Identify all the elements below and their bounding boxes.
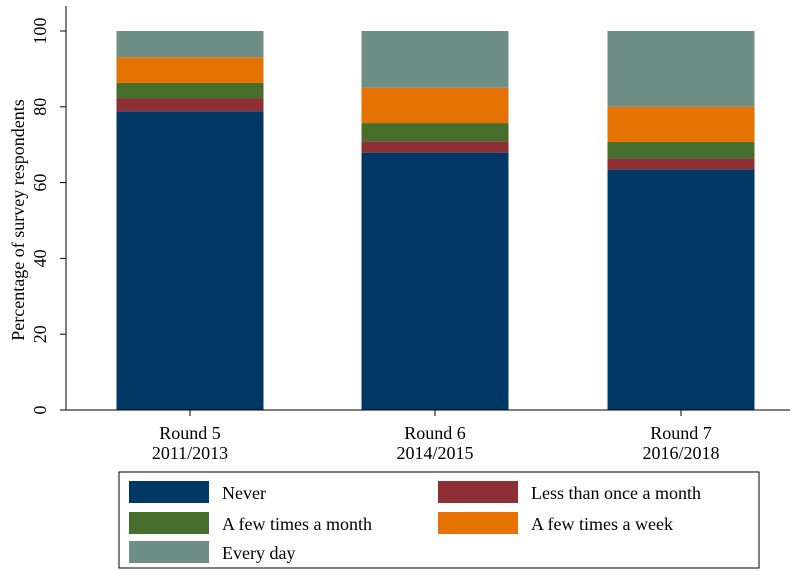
- y-tick-label: 60: [30, 174, 50, 192]
- bar-segment: [361, 152, 509, 410]
- bar-segment: [361, 123, 509, 142]
- legend-swatch: [129, 512, 209, 534]
- bar-segment: [116, 57, 264, 83]
- y-tick-label: 20: [30, 325, 50, 343]
- bar-segment: [116, 82, 264, 99]
- y-tick-label: 100: [30, 18, 50, 45]
- y-tick-label: 40: [30, 249, 50, 267]
- bar-segment: [116, 111, 264, 411]
- legend-swatch: [129, 481, 209, 503]
- x-tick-sublabel: 2011/2013: [152, 443, 228, 463]
- legend-label: Every day: [222, 543, 295, 563]
- bar-segment: [361, 87, 509, 124]
- legend-swatch: [438, 481, 518, 503]
- x-tick-label: Round 6: [404, 423, 466, 443]
- y-tick-label: 0: [30, 406, 50, 415]
- legend-label: A few times a month: [222, 514, 372, 534]
- bar-segment: [116, 31, 264, 58]
- bar-segment: [607, 106, 755, 143]
- bar-segment: [361, 141, 509, 153]
- x-tick-sublabel: 2014/2015: [396, 443, 473, 463]
- bar-segment: [607, 158, 755, 170]
- x-tick-label: Round 7: [650, 423, 712, 443]
- bar-segment: [361, 31, 509, 88]
- legend-label: Never: [222, 483, 266, 503]
- y-tick-label: 80: [30, 98, 50, 116]
- legend-label: Less than once a month: [531, 483, 701, 503]
- bar-segment: [116, 98, 264, 112]
- y-axis-label: Percentage of survey respondents: [8, 99, 28, 340]
- bar-segment: [607, 169, 755, 410]
- x-tick-sublabel: 2016/2018: [642, 443, 719, 463]
- bar-segment: [607, 31, 755, 107]
- legend-swatch: [438, 512, 518, 534]
- legend-label: A few times a week: [531, 514, 673, 534]
- legend: Never Less than once a month A few times a…: [118, 471, 760, 569]
- legend-swatch: [129, 541, 209, 563]
- x-tick-label: Round 5: [159, 423, 221, 443]
- bar-segment: [607, 142, 755, 159]
